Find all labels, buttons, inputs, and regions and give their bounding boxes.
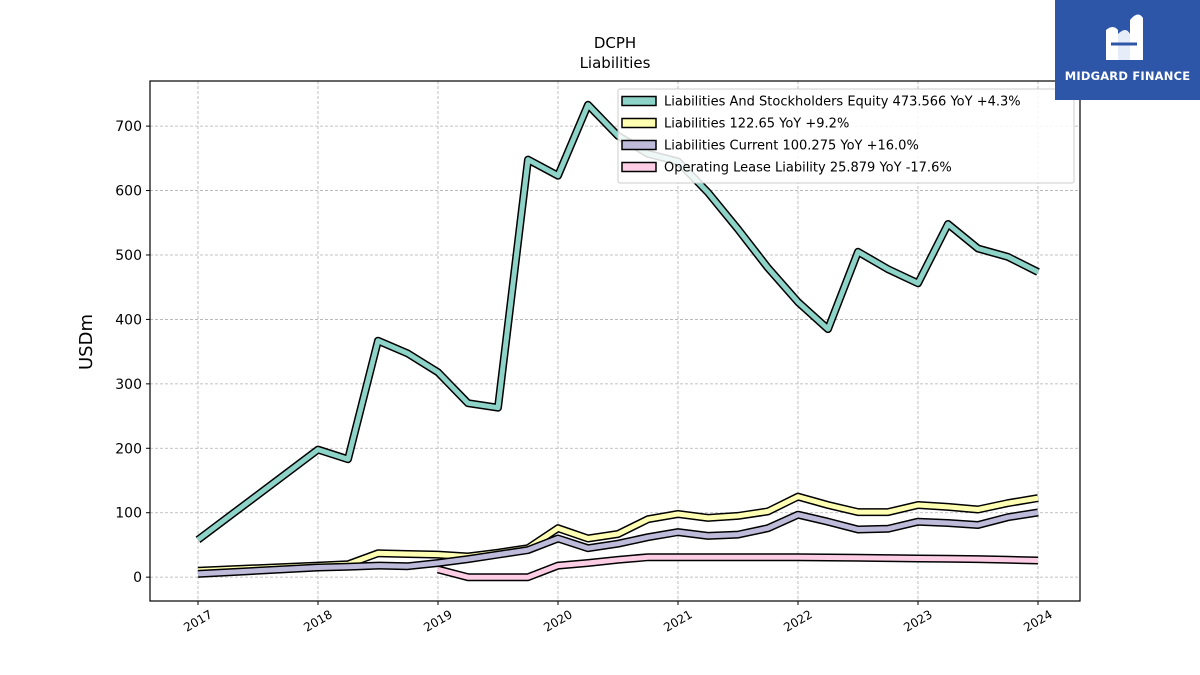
x-tick-label: 2018: [301, 607, 334, 634]
x-tick-label: 2021: [661, 607, 694, 634]
y-tick-label: 500: [115, 248, 142, 264]
x-tick-label: 2024: [1021, 607, 1054, 634]
y-tick-label: 300: [115, 377, 142, 393]
series-line-liabilities-current: [197, 510, 1039, 577]
y-tick-label: 400: [115, 312, 142, 328]
legend-swatch: [621, 95, 657, 107]
x-tick-label: 2022: [781, 607, 814, 634]
x-tick-label: 2020: [541, 607, 574, 634]
plot-frame: [149, 80, 1081, 602]
legend-entry: Operating Lease Liability 25.879 YoY -17…: [664, 161, 952, 176]
x-tick-label: 2023: [901, 607, 934, 634]
x-tick-label: 2017: [181, 607, 214, 634]
brand-name: MIDGARD FINANCE: [1064, 69, 1191, 83]
legend-entry: Liabilities Current 100.275 YoY +16.0%: [664, 139, 919, 154]
y-axis-label: USDm: [76, 314, 97, 370]
y-tick-label: 100: [115, 506, 142, 522]
y-tick-label: 700: [115, 119, 142, 135]
series-line-operating-lease-liability: [437, 554, 1039, 580]
legend-swatch: [621, 161, 657, 173]
legend-swatch: [621, 139, 657, 151]
chart-title: DCPH: [594, 34, 636, 52]
legend-entry: Liabilities 122.65 YoY +9.2%: [664, 117, 849, 132]
series-line-liabilities: [197, 494, 1039, 574]
y-tick-label: 0: [133, 570, 142, 586]
chart-subtitle: Liabilities: [580, 54, 651, 72]
legend-entry: Liabilities And Stockholders Equity 473.…: [664, 95, 1021, 110]
brand-logo-icon: [1106, 14, 1143, 61]
legend: Liabilities And Stockholders Equity 473.…: [617, 88, 1075, 184]
x-tick-label: 2019: [421, 607, 454, 634]
y-tick-label: 600: [115, 184, 142, 200]
y-tick-label: 200: [115, 441, 142, 457]
legend-swatch: [621, 117, 657, 129]
legend-box: [617, 88, 1075, 184]
brand-logo: MIDGARD FINANCE: [1055, 0, 1200, 100]
